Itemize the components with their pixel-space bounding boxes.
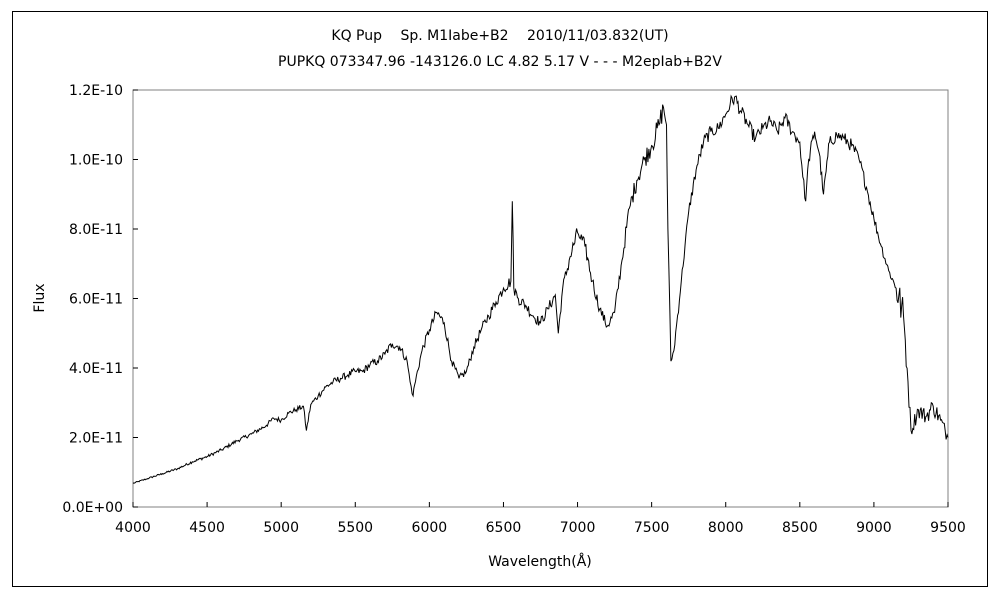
chart-subtitle: PUPKQ 073347.96 -143126.0 LC 4.82 5.17 V… — [278, 54, 722, 70]
x-tick-label: 6000 — [412, 520, 448, 536]
plot-area — [132, 89, 949, 508]
x-tick-label: 9500 — [930, 520, 966, 536]
y-tick-label: 1.2E-10 — [69, 83, 123, 99]
x-tick-label: 9000 — [856, 520, 892, 536]
y-axis-label: Flux — [32, 283, 48, 312]
x-axis-label: Wavelength(Å) — [488, 553, 592, 570]
x-tick-label: 7500 — [634, 520, 670, 536]
x-tick-label: 4500 — [189, 520, 225, 536]
x-tick-label: 6500 — [486, 520, 522, 536]
y-tick-label: 0.0E+00 — [62, 500, 123, 516]
chart-title: KQ Pup Sp. M1Iabe+B2 2010/11/03.832(UT) — [331, 28, 669, 44]
y-tick-label: 4.0E-11 — [69, 361, 123, 377]
x-tick-label: 5000 — [263, 520, 299, 536]
x-tick-label: 4000 — [115, 520, 151, 536]
x-tick-label: 8500 — [782, 520, 818, 536]
y-tick-label: 2.0E-11 — [69, 431, 123, 447]
y-tick-label: 6.0E-11 — [69, 292, 123, 308]
x-tick-label: 7000 — [560, 520, 596, 536]
x-tick-label: 5500 — [337, 520, 373, 536]
x-tick-label: 8000 — [708, 520, 744, 536]
y-tick-label: 8.0E-11 — [69, 222, 123, 238]
y-tick-label: 1.0E-10 — [69, 153, 123, 169]
spectrum-line — [132, 94, 949, 484]
chart-frame — [12, 11, 988, 587]
